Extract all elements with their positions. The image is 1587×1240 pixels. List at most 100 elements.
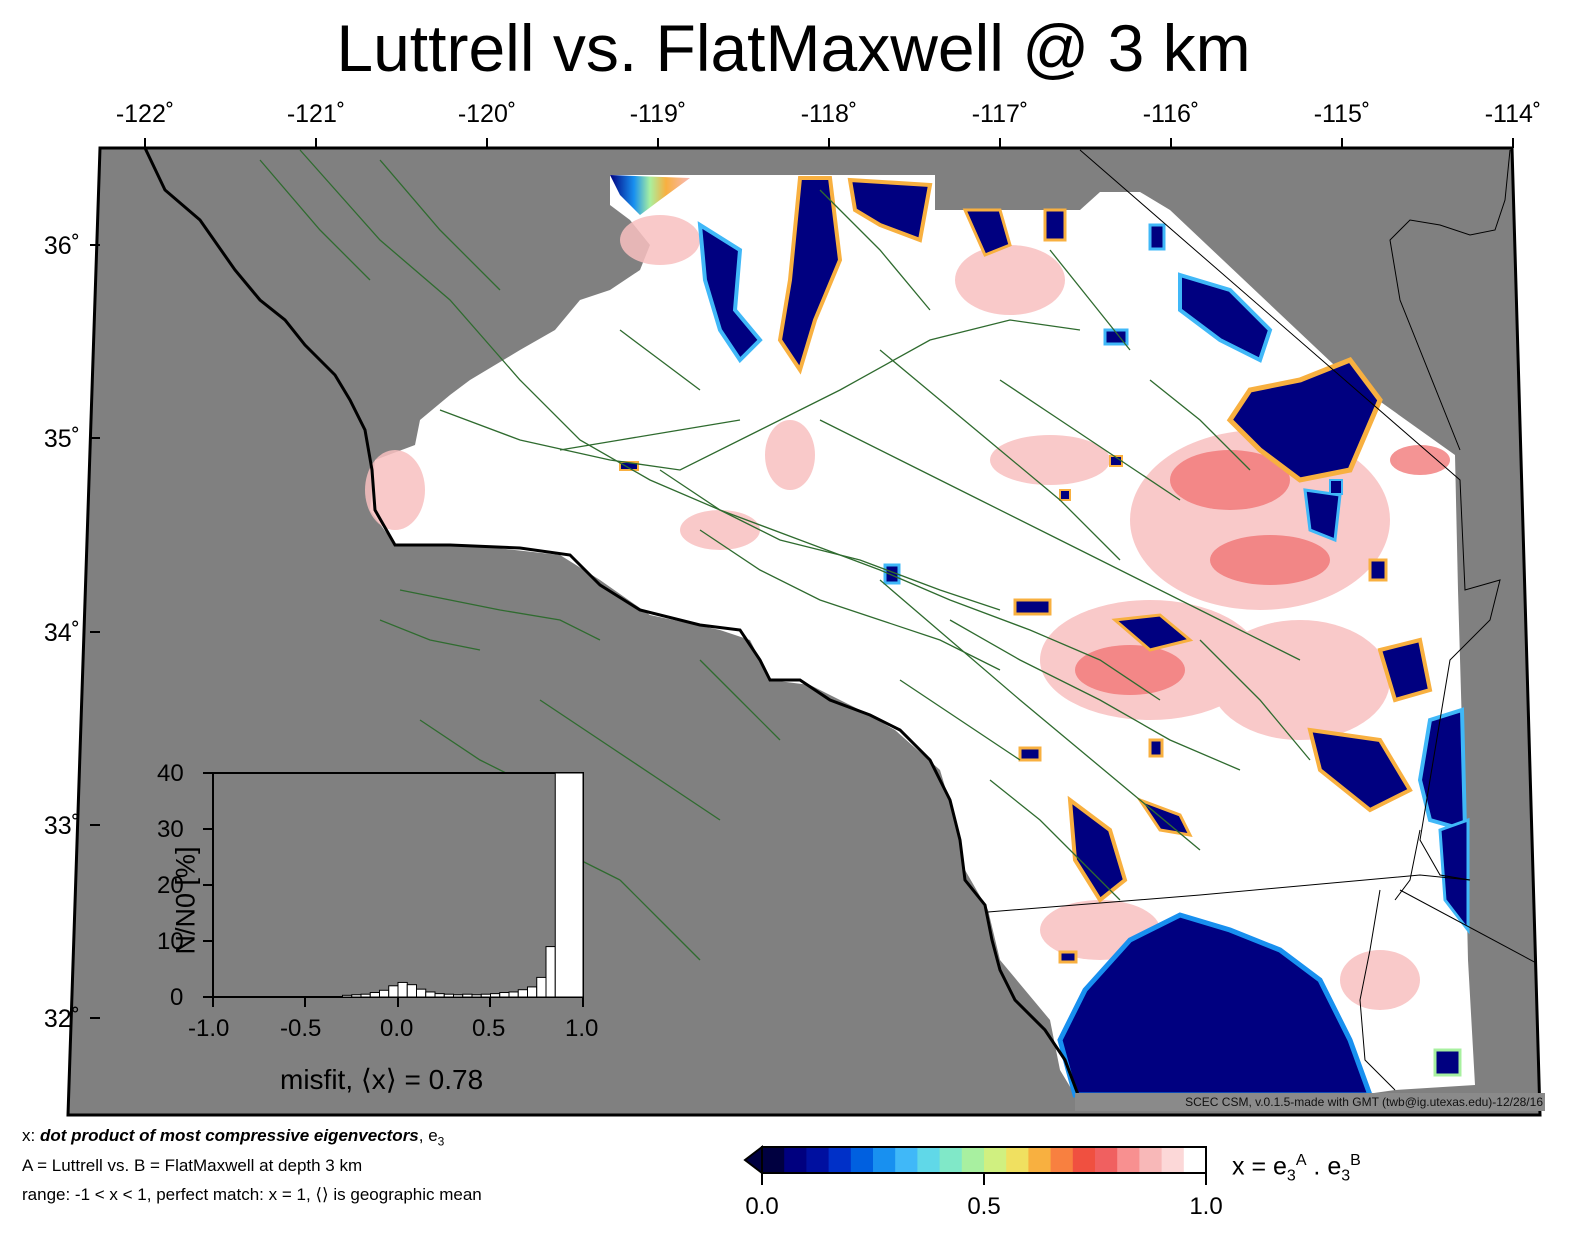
lat-label-35: 35˚ — [43, 425, 80, 453]
colorbar-label-x: x = e — [1232, 1152, 1287, 1181]
histogram-bar — [508, 991, 519, 998]
histogram-bar — [416, 988, 427, 998]
colorbar-cell — [784, 1147, 807, 1173]
colorbar-label-sub-a: 3 — [1286, 1167, 1296, 1185]
colorbar-cell — [1028, 1147, 1052, 1173]
colorbar-label-dot: . e — [1306, 1152, 1342, 1181]
hist-ylabel: N/N0 [%] — [170, 846, 201, 955]
map-title: Luttrell vs. FlatMaxwell @ 3 km — [336, 11, 1251, 85]
colorbar-cell — [939, 1147, 963, 1173]
coastline — [143, 148, 1082, 1101]
info-line-1-prefix: x: — [22, 1126, 40, 1145]
colorbar-cell — [873, 1147, 896, 1173]
histogram-bar — [527, 986, 538, 998]
boundaries — [987, 149, 1540, 1091]
histogram-bar — [471, 994, 482, 998]
colorbar-tick-1: 1.0 — [1189, 1193, 1223, 1220]
colorbar-cell — [1072, 1147, 1096, 1173]
colorbar-cell — [762, 1147, 785, 1173]
histogram-inset — [203, 772, 584, 1007]
colorbar-cell — [1095, 1147, 1118, 1173]
histogram-bar — [342, 994, 353, 998]
lat-label-34: 34˚ — [43, 619, 80, 647]
lat-label-36: 36˚ — [43, 232, 80, 260]
histogram-bar — [490, 993, 501, 998]
salmon-patches — [1075, 445, 1450, 695]
histogram-bar — [554, 772, 584, 998]
histogram-bar — [517, 989, 528, 998]
histogram-bar — [499, 992, 510, 998]
info-line-3: range: -1 < x < 1, perfect match: x = 1,… — [22, 1185, 482, 1204]
histogram-bar — [425, 991, 436, 998]
histogram-bar — [360, 993, 371, 998]
colorbar-cell — [1161, 1147, 1185, 1173]
colorbar-cell — [850, 1147, 874, 1173]
colorbar-cell — [917, 1147, 941, 1173]
credit-text: SCEC CSM, v.0.1.5-made with GMT (twb@ig.… — [1185, 1095, 1543, 1109]
histogram-bar — [545, 946, 556, 998]
hist-ytick-40: 40 — [157, 760, 184, 787]
colorbar-cell — [1050, 1147, 1074, 1173]
colorbar-label-sub-b: 3 — [1341, 1167, 1351, 1185]
info-line-2: A = Luttrell vs. B = FlatMaxwell at dept… — [22, 1156, 363, 1175]
hist-xtick-0: 0.0 — [380, 1015, 414, 1042]
hist-ytick-0: 0 — [170, 984, 184, 1011]
colorbar-label-sup-b: B — [1350, 1152, 1361, 1169]
info-line-1-sub: 3 — [437, 1134, 445, 1149]
info-line-1-suffix: , e — [418, 1126, 438, 1145]
colorbar-cell — [806, 1147, 830, 1173]
frame-ticks — [90, 138, 1514, 1019]
data-region — [370, 175, 1475, 1095]
lon-label-119: -119˚ — [629, 100, 687, 128]
colorbar-cell — [828, 1147, 852, 1173]
info-line-1: x: dot product of most compressive eigen… — [22, 1126, 444, 1151]
histogram-bar — [406, 984, 417, 998]
lat-label-32: 32˚ — [43, 1005, 80, 1033]
colorbar-tick-0: 0.0 — [745, 1193, 779, 1220]
hist-ytick-10: 10 — [157, 928, 184, 955]
colorbar-label: x = e3A . e3B — [1232, 1152, 1361, 1185]
histogram-bar — [434, 993, 445, 998]
hist-xtick-05: 0.5 — [472, 1015, 506, 1042]
colorbar-tick-05: 0.5 — [967, 1193, 1001, 1220]
histogram-bars — [342, 772, 584, 998]
hist-xtick-m1: -1.0 — [188, 1015, 230, 1042]
fault-lines — [259, 149, 1311, 961]
colorbar-cell — [1183, 1147, 1207, 1173]
histogram-bar — [379, 989, 390, 998]
colorbar-cell — [1117, 1147, 1140, 1173]
lon-label-116: -116˚ — [1142, 100, 1200, 128]
info-line-1-bold: dot product of most compressive eigenvec… — [39, 1126, 419, 1145]
hist-xlabel: misfit, ⟨x⟩ = 0.78 — [280, 1064, 484, 1095]
histogram-bar — [369, 992, 380, 998]
histogram-bar — [480, 993, 491, 998]
lon-label-114: -114˚ — [1484, 100, 1542, 128]
hist-ytick-30: 30 — [157, 816, 184, 843]
credit-strip — [1075, 1093, 1545, 1111]
histogram-bar — [351, 994, 362, 998]
hist-xtick-1: 1.0 — [565, 1015, 599, 1042]
navy-patches — [610, 175, 1470, 1098]
colorbar-cell — [1139, 1147, 1163, 1173]
lon-label-115: -115˚ — [1313, 100, 1371, 128]
colorbar-cell — [984, 1147, 1007, 1173]
histogram-bar — [453, 994, 464, 998]
colorbar — [743, 1144, 1207, 1185]
colorbar-cell — [895, 1147, 918, 1173]
colorbar-cell — [1006, 1147, 1029, 1173]
histogram-bar — [462, 993, 473, 998]
lon-label-120: -120˚ — [457, 100, 517, 128]
histogram-bar — [536, 976, 547, 998]
lat-label-33: 33˚ — [43, 812, 80, 840]
hist-ytick-20: 20 — [157, 872, 184, 899]
lon-label-122: -122˚ — [115, 100, 175, 128]
colorbar-label-sup-a: A — [1295, 1152, 1307, 1169]
histogram-bar — [397, 981, 408, 998]
lon-label-117: -117˚ — [971, 100, 1029, 128]
lon-label-118: -118˚ — [800, 100, 858, 128]
histogram-bar — [388, 985, 399, 998]
histogram-bar — [443, 993, 454, 998]
colorbar-cell — [961, 1147, 985, 1173]
lon-label-121: -121˚ — [286, 100, 346, 128]
